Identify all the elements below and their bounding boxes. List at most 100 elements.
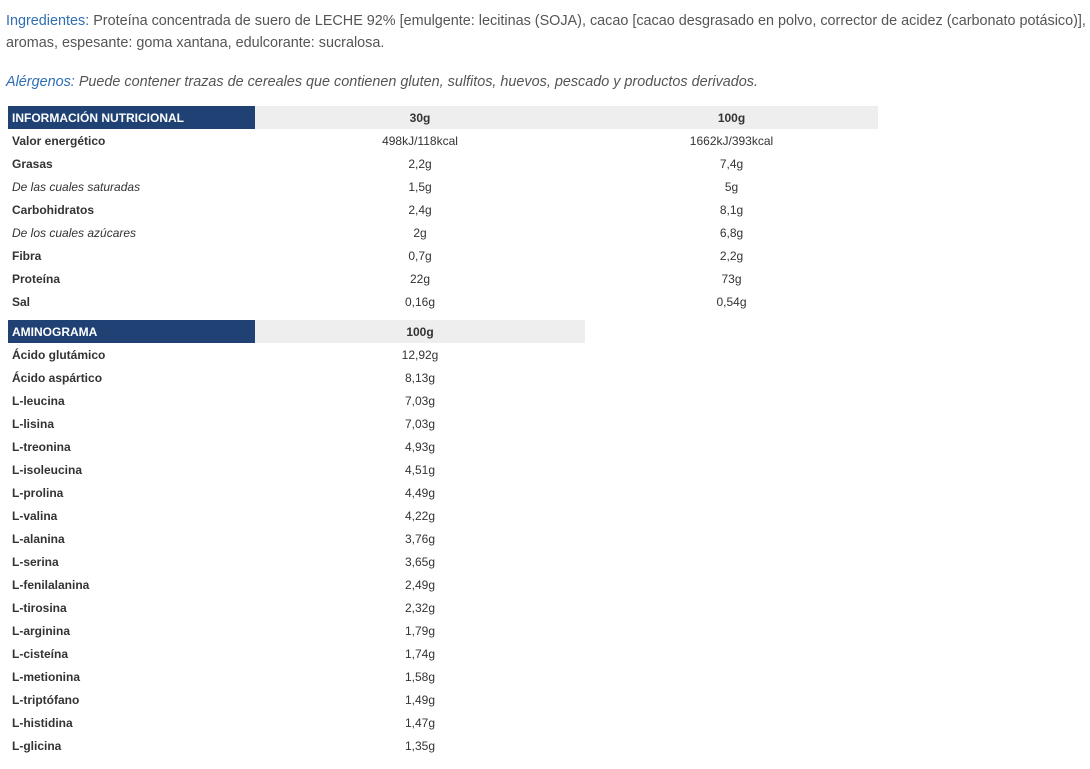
row: L-lisina 7,03g xyxy=(8,412,585,435)
value-cell: 4,49g xyxy=(404,485,436,500)
value-cell: 6,8g xyxy=(719,225,744,240)
name-cell: Proteína xyxy=(12,271,61,286)
name-cell: L-alanina xyxy=(12,531,65,546)
value-cell: 498kJ/118kcal xyxy=(382,133,458,148)
row: L-cisteína 1,74g xyxy=(8,642,585,665)
header-cell: INFORMACIÓN NUTRICIONAL xyxy=(8,106,255,129)
name-cell: Ácido aspártico xyxy=(12,370,103,385)
value-cell: 7,03g xyxy=(404,416,436,431)
header-cell: 30g xyxy=(255,106,585,129)
row: L-valina 4,22g xyxy=(8,504,585,527)
header-cell: 100g xyxy=(585,106,878,129)
row: Sal 0,16g 0,54g xyxy=(8,290,878,313)
name-cell: Ácido glutámico xyxy=(12,347,106,362)
allergens-text: Puede contener trazas de cereales que co… xyxy=(78,74,759,90)
value-cell: 73g xyxy=(721,271,742,286)
value-cell: 2,2g xyxy=(408,156,432,171)
ingredients-label: Ingredientes: xyxy=(6,13,90,29)
name-cell: L-lisina xyxy=(12,416,55,431)
allergens-label: Alérgenos: xyxy=(6,74,75,90)
value-cell: 22g xyxy=(409,271,431,286)
value-cell: 0,7g xyxy=(408,248,432,263)
row: Ácido glutámico 12,92g xyxy=(8,343,585,366)
row: Grasas 2,2g 7,4g xyxy=(8,152,878,175)
name-cell: De los cuales azúcares xyxy=(12,225,137,240)
name-cell: L-cisteína xyxy=(12,646,69,661)
name-cell: L-prolina xyxy=(12,485,64,500)
value-cell: 0,16g xyxy=(404,294,436,309)
row: L-isoleucina 4,51g xyxy=(8,458,585,481)
value-cell: 4,93g xyxy=(404,439,436,454)
header-cell: 100g xyxy=(255,320,585,343)
name-cell: L-isoleucina xyxy=(12,462,83,477)
name-cell: L-treonina xyxy=(12,439,71,454)
value-cell: 4,22g xyxy=(404,508,436,523)
name-cell: L-histidina xyxy=(12,715,73,730)
row: L-glicina 1,35g xyxy=(8,734,585,757)
value-cell: 3,65g xyxy=(404,554,436,569)
row: L-serina 3,65g xyxy=(8,550,585,573)
header-row: INFORMACIÓN NUTRICIONAL 30g 100g xyxy=(8,106,878,129)
row: Ácido aspártico 8,13g xyxy=(8,366,585,389)
row: L-prolina 4,49g xyxy=(8,481,585,504)
row: Proteína 22g 73g xyxy=(8,267,878,290)
row: L-arginina 1,79g xyxy=(8,619,585,642)
row: De los cuales azúcares 2g 6,8g xyxy=(8,221,878,244)
value-cell: 4,51g xyxy=(404,462,436,477)
row: Fibra 0,7g 2,2g xyxy=(8,244,878,267)
nutrition-table: INFORMACIÓN NUTRICIONAL 30g 100g Valor ener… xyxy=(8,106,878,313)
row: L-treonina 4,93g xyxy=(8,435,585,458)
value-cell: 5g xyxy=(724,179,739,194)
name-cell: Valor energético xyxy=(12,133,106,148)
value-cell: 8,13g xyxy=(404,370,436,385)
name-cell: L-tirosina xyxy=(12,600,67,615)
name-cell: Sal xyxy=(12,294,31,309)
value-cell: 1,49g xyxy=(404,692,436,707)
value-cell: 1,58g xyxy=(404,669,436,684)
ingredients: Ingredientes: Proteína concentrada de su… xyxy=(6,10,1090,54)
value-cell: 1,5g xyxy=(408,179,432,194)
name-cell: Fibra xyxy=(12,248,42,263)
row: L-fenilalanina 2,49g xyxy=(8,573,585,596)
value-cell: 7,03g xyxy=(404,393,436,408)
name-cell: L-leucina xyxy=(12,393,65,408)
value-cell: 8,1g xyxy=(719,202,744,217)
row: L-tirosina 2,32g xyxy=(8,596,585,619)
name-cell: L-serina xyxy=(12,554,59,569)
name-cell: Carbohidratos xyxy=(12,202,95,217)
row: L-alanina 3,76g xyxy=(8,527,585,550)
name-cell: L-valina xyxy=(12,508,58,523)
value-cell: 1,47g xyxy=(404,715,436,730)
value-cell: 2,2g xyxy=(719,248,744,263)
row: L-metionina 1,58g xyxy=(8,665,585,688)
header-row: AMINOGRAMA 100g xyxy=(8,320,585,343)
row: L-triptófano 1,49g xyxy=(8,688,585,711)
name-cell: L-fenilalanina xyxy=(12,577,90,592)
name-cell: L-glicina xyxy=(12,738,62,753)
header-cell: AMINOGRAMA xyxy=(8,320,255,343)
value-cell: 2,32g xyxy=(404,600,436,615)
row: L-histidina 1,47g xyxy=(8,711,585,734)
amino-table: AMINOGRAMA 100g Ácido glutámico 12,92g Ácido… xyxy=(8,320,585,757)
value-cell: 0,54g xyxy=(716,294,747,309)
value-cell: 7,4g xyxy=(719,156,744,171)
value-cell: 12,92g xyxy=(401,347,439,362)
value-cell: 2g xyxy=(413,225,427,240)
row: Carbohidratos 2,4g 8,1g xyxy=(8,198,878,221)
ingredients-text: Proteína concentrada de suero de LECHE 9… xyxy=(6,13,1086,51)
value-cell: 3,76g xyxy=(404,531,436,546)
value-cell: 1,35g xyxy=(404,738,436,753)
name-cell: L-triptófano xyxy=(12,692,80,707)
value-cell: 1,74g xyxy=(404,646,436,661)
allergens: Alérgenos: Puede contener trazas de cere… xyxy=(6,71,1090,93)
row: De las cuales saturadas 1,5g 5g xyxy=(8,175,878,198)
name-cell: De las cuales saturadas xyxy=(12,179,141,194)
value-cell: 2,4g xyxy=(408,202,432,217)
row: Valor energético 498kJ/118kcal 1662kJ/393k… xyxy=(8,129,878,152)
name-cell: L-arginina xyxy=(12,623,71,638)
value-cell: 1,79g xyxy=(404,623,436,638)
value-cell: 2,49g xyxy=(404,577,436,592)
name-cell: Grasas xyxy=(12,156,53,171)
value-cell: 1662kJ/393kcal xyxy=(689,133,774,148)
